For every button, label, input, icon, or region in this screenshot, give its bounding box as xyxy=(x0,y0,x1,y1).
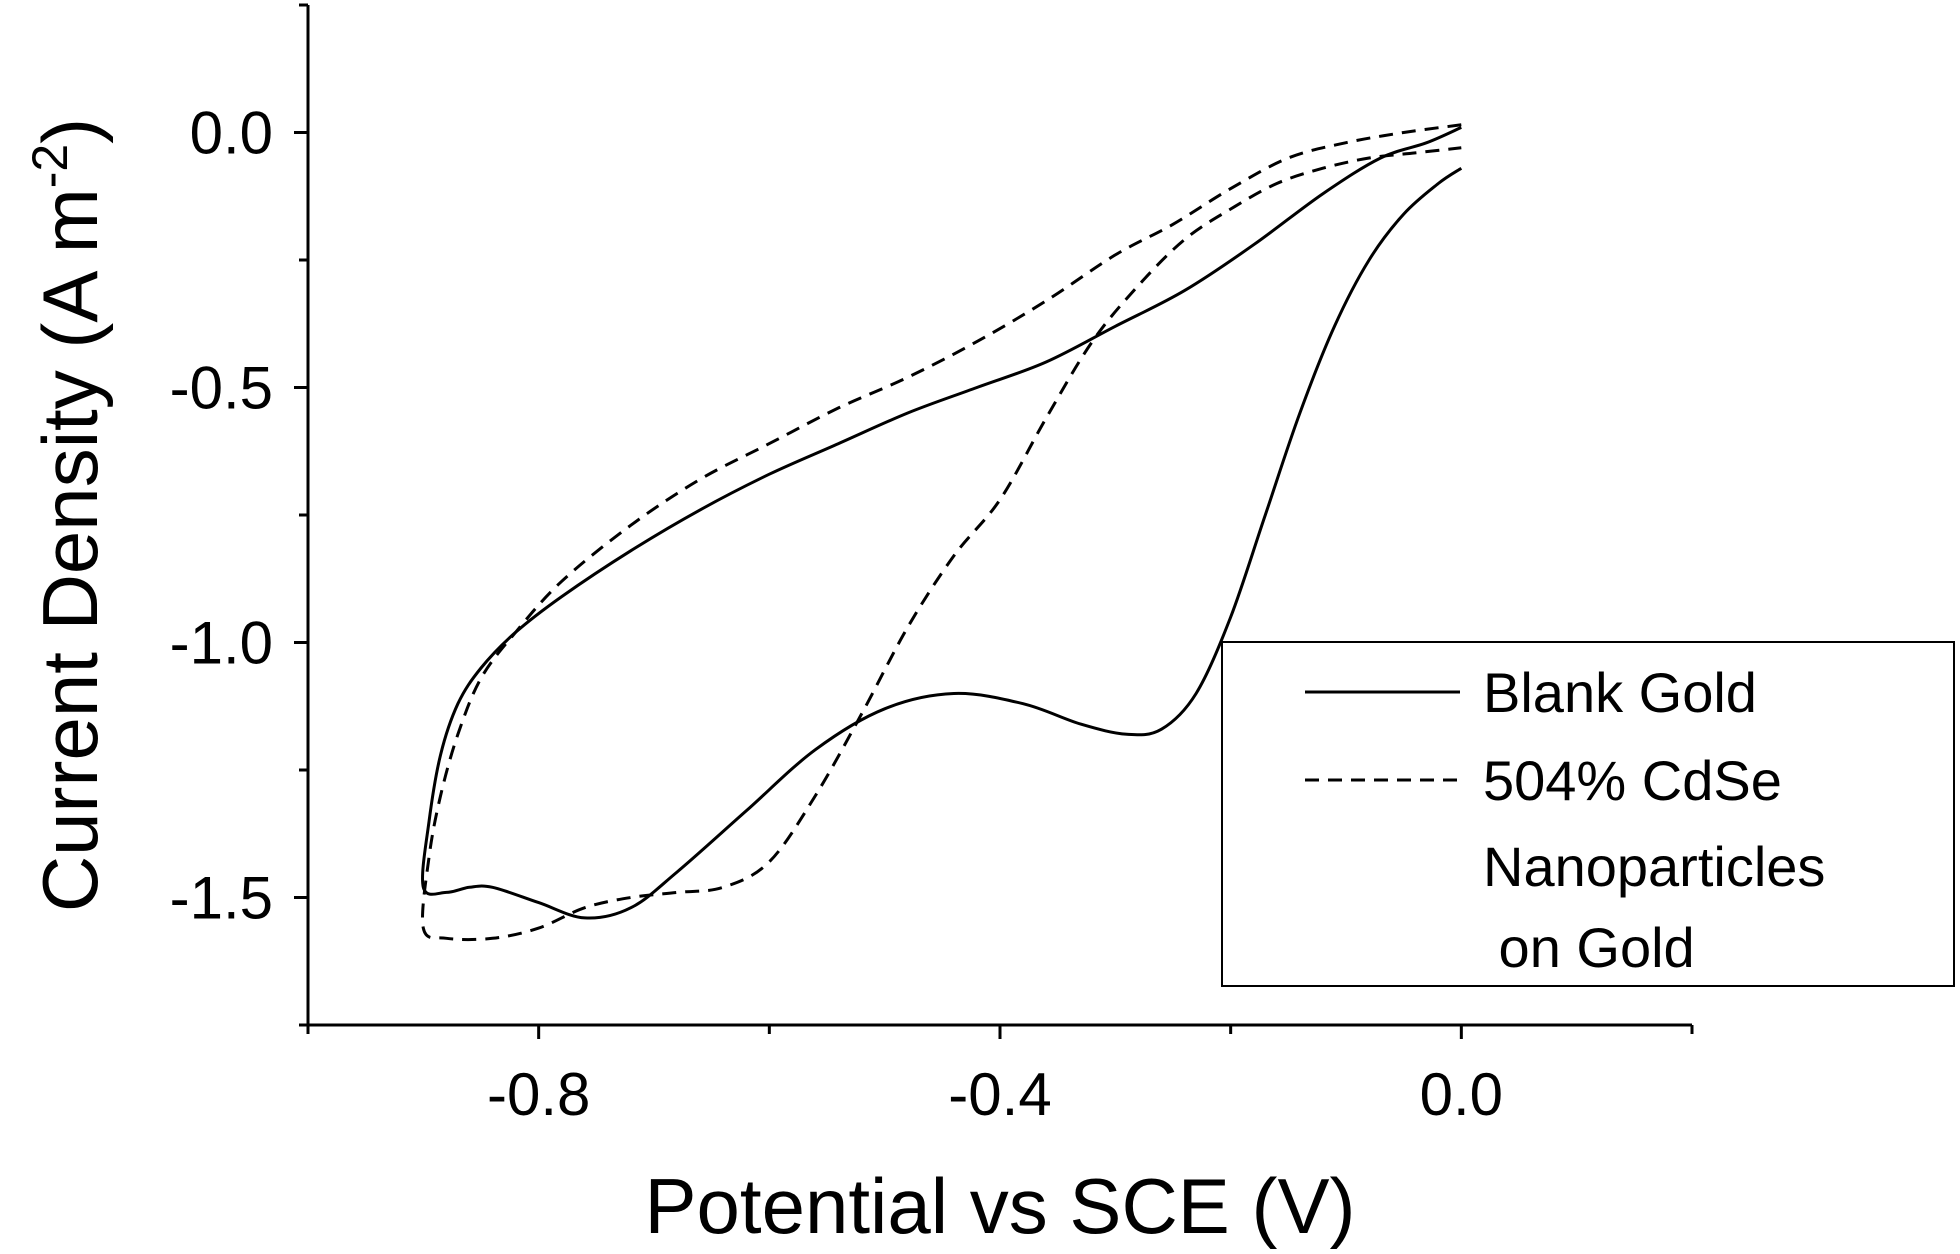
legend-box xyxy=(1221,641,1955,987)
y-axis-title-superscript: -2 xyxy=(22,144,78,188)
data-series xyxy=(421,123,1463,942)
legend-label-on-gold: on Gold xyxy=(1483,916,1695,979)
x-tick-label: -0.4 xyxy=(948,1061,1051,1128)
y-axis-title-main: Current Density (A m xyxy=(26,188,114,912)
y-tick-label: -0.5 xyxy=(170,355,273,422)
series-line-cdse-nanoparticles xyxy=(421,123,1462,942)
legend-label-nanoparticles: Nanoparticles xyxy=(1483,835,1825,898)
x-axis-title: Potential vs SCE (V) xyxy=(645,1162,1356,1250)
ticks: -0.8 -0.4 0.0 0.0 -0.5 -1.0 -1.5 xyxy=(170,3,1694,1128)
y-axis-title-close: ) xyxy=(26,118,114,144)
y-tick-label: 0.0 xyxy=(190,100,273,167)
legend: Blank Gold 504% CdSe Nanoparticles on Go… xyxy=(1221,641,1955,987)
y-tick-label: -1.5 xyxy=(170,865,273,932)
y-axis-title: Current Density (A m-2) xyxy=(22,118,114,912)
legend-label-cdse: 504% CdSe xyxy=(1483,749,1782,812)
legend-label-blank-gold: Blank Gold xyxy=(1483,661,1757,724)
y-tick-label: -1.0 xyxy=(170,610,273,677)
x-tick-label: -0.8 xyxy=(487,1061,590,1128)
series-line-blank-gold xyxy=(421,126,1463,920)
x-tick-label: 0.0 xyxy=(1420,1061,1503,1128)
